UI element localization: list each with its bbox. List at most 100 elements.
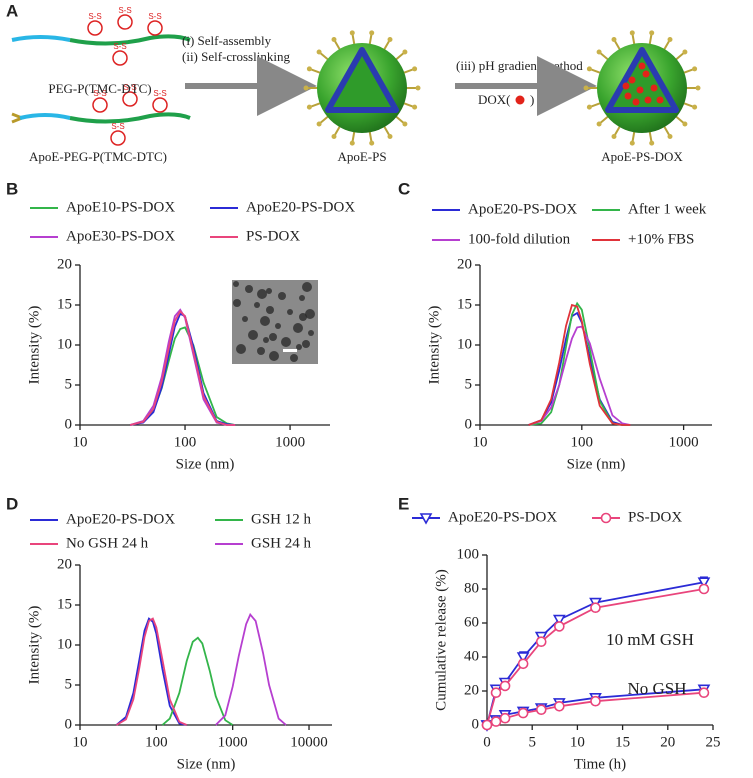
tem-particle — [275, 323, 281, 329]
y-axis-label: Intensity (%) — [26, 606, 42, 685]
y-axis-label: Intensity (%) — [426, 306, 442, 385]
spike-tip — [415, 85, 421, 91]
tem-particle — [266, 306, 274, 314]
spike-tip — [306, 104, 312, 110]
data-point — [490, 716, 502, 727]
x-tick-label: 10 — [73, 734, 88, 750]
y-tick-label: 15 — [57, 596, 72, 612]
spike-tip — [649, 140, 655, 146]
legend-label: PS-DOX — [246, 228, 300, 244]
polymer-label: ApoE-PEG-P(TMC-DTC) — [29, 149, 167, 164]
series-line — [129, 309, 236, 426]
step-label: (i) Self-assembly — [182, 33, 272, 48]
spike-tip — [682, 121, 688, 127]
ptmc-chain — [69, 112, 191, 124]
y-axis-label: Intensity (%) — [26, 306, 42, 385]
series-line — [528, 301, 631, 426]
tem-particle — [260, 316, 270, 326]
spike-tip — [369, 140, 375, 146]
disulfide-ring — [117, 14, 133, 30]
data-point — [698, 687, 710, 699]
x-tick-label: 10 — [473, 434, 488, 450]
spike-tip — [667, 37, 673, 43]
y-tick-label: 20 — [464, 682, 479, 698]
ptmc-chain — [69, 34, 191, 46]
dox-dot — [628, 76, 636, 84]
panel-letter: E — [398, 494, 409, 513]
tem-particle — [233, 299, 241, 307]
y-tick-label: 60 — [464, 614, 479, 630]
series-line — [528, 311, 631, 426]
step-label: (iii) pH gradient method — [456, 58, 583, 73]
product-label: ApoE-PS-DOX — [601, 149, 683, 164]
spike-tip — [586, 104, 592, 110]
scheme: A S-S S-S S-S S-S S-S S-S S-S S-S PEG-P(TMC-DTC… — [6, 1, 701, 164]
spike-tip — [667, 133, 673, 139]
tem-particle — [278, 292, 286, 300]
spike-tip — [412, 104, 418, 110]
data-point — [516, 652, 530, 664]
disulfide-label: S-S — [88, 12, 101, 21]
legend-label: GSH 24 h — [251, 535, 312, 551]
peg-chain — [11, 35, 71, 42]
panel-letter: A — [6, 1, 18, 20]
dox-dot — [636, 86, 644, 94]
series-line — [129, 312, 236, 426]
y-tick-label: 100 — [457, 546, 480, 562]
tem-particle — [233, 281, 239, 287]
disulfide-ring — [92, 97, 108, 113]
disulfide-ring — [112, 50, 128, 66]
dox-dot — [656, 96, 664, 104]
panel-letter: B — [6, 179, 18, 198]
spike-tip — [583, 85, 589, 91]
spike-tip — [692, 66, 698, 72]
x-tick-label: 25 — [706, 734, 721, 750]
x-tick-label: 10 — [73, 434, 88, 450]
step-label: (ii) Self-crosslinking — [182, 49, 290, 64]
data-point — [590, 602, 601, 614]
tem-particle — [296, 344, 302, 350]
disulfide-ring — [152, 97, 168, 113]
x-tick-label: 0 — [483, 734, 491, 750]
data-point — [554, 700, 565, 712]
tem-particle — [242, 316, 248, 322]
y-tick-label: 0 — [65, 416, 73, 432]
disulfide-label: S-S — [153, 89, 166, 98]
legend-label: No GSH 24 h — [66, 535, 149, 551]
tem-particle — [308, 330, 314, 336]
spike-tip — [306, 66, 312, 72]
spike-tip — [649, 30, 655, 36]
tem-particle — [236, 344, 246, 354]
y-tick-label: 0 — [65, 716, 73, 732]
x-tick-label: 1000 — [218, 734, 248, 750]
data-point — [697, 577, 711, 589]
x-tick-label: 10 — [570, 734, 585, 750]
disulfide-ring — [87, 20, 103, 36]
tem-particle — [263, 337, 269, 343]
disulfide-ring — [147, 20, 163, 36]
spike-tip — [682, 49, 688, 55]
y-tick-label: 15 — [57, 296, 72, 312]
spike-tip — [629, 140, 635, 146]
dox-dot — [638, 62, 646, 70]
series-line — [115, 617, 188, 726]
tem-particle — [290, 354, 298, 362]
y-axis-label: Cumulative release (%) — [433, 569, 449, 711]
spike-tip — [331, 37, 337, 43]
data-point — [535, 704, 547, 716]
panel-letter: C — [398, 179, 410, 198]
tem-particle — [305, 309, 315, 319]
spike-tip — [692, 104, 698, 110]
y-tick-label: 15 — [457, 296, 472, 312]
data-point — [499, 712, 511, 724]
dox-dot — [622, 82, 630, 90]
data-point — [535, 636, 547, 648]
polymer-label: PEG-P(TMC-DTC) — [48, 81, 151, 96]
series-line — [528, 303, 631, 426]
disulfide-rings: S-S S-S S-S S-S S-S S-S S-S S-S — [87, 6, 168, 146]
tem-particle — [299, 313, 307, 321]
series-line — [129, 308, 236, 426]
spike-tip — [369, 30, 375, 36]
data-point — [490, 687, 502, 699]
spike-tip — [303, 85, 309, 91]
